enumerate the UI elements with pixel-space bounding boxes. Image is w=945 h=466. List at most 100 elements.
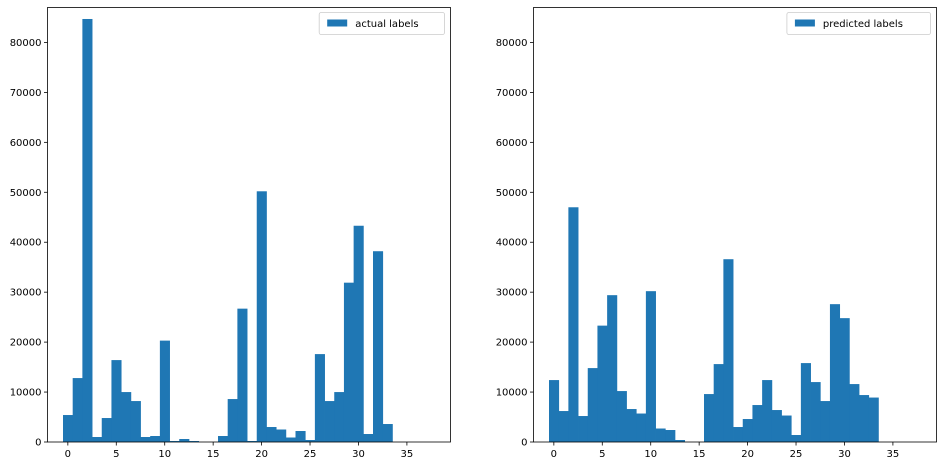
predicted-labels-histogram: 0 5 10 15 20 25 30 35 0 10000 20000 30000 40000 50000…	[496, 7, 937, 460]
actual-x-tick-label: 30	[352, 449, 365, 460]
predicted-bar-0	[549, 380, 560, 442]
predicted-bar-17	[713, 364, 724, 442]
predicted-bar-30	[839, 318, 850, 442]
predicted-x-tick-label: 5	[599, 449, 605, 460]
predicted-bar-18	[723, 259, 734, 442]
predicted-x-tick-label: 20	[741, 449, 754, 460]
actual-y-tick-label: 0	[35, 438, 41, 449]
predicted-bar-22	[762, 380, 773, 442]
actual-bar-23	[285, 437, 296, 442]
actual-bar-16	[218, 436, 229, 442]
predicted-bar-24	[781, 415, 792, 442]
actual-y-tick-label: 70000	[10, 88, 42, 99]
actual-x-tick-label: 0	[65, 449, 71, 460]
actual-y-tick-label: 60000	[10, 138, 42, 149]
actual-bar-19	[247, 441, 258, 442]
actual-y-tick-label: 10000	[10, 388, 42, 399]
actual-y-tick-label: 30000	[10, 288, 42, 299]
predicted-bar-27	[810, 382, 821, 442]
predicted-y-tick-label: 20000	[496, 338, 528, 349]
predicted-bar-31	[849, 384, 860, 442]
actual-bar-28	[334, 392, 345, 442]
predicted-bar-9	[636, 413, 647, 442]
actual-bar-25	[305, 440, 316, 442]
predicted-bar-5	[597, 325, 608, 442]
predicted-bar-11	[655, 428, 666, 442]
predicted-legend-swatch	[794, 19, 815, 27]
actual-bar-5	[111, 360, 122, 442]
actual-x-tick-label: 10	[158, 449, 171, 460]
actual-bar-1	[72, 378, 83, 442]
actual-legend: actual labels	[318, 12, 445, 35]
actual-bar-18	[237, 308, 248, 442]
actual-x-tick-label: 5	[113, 449, 119, 460]
actual-bar-17	[227, 399, 238, 442]
actual-bar-24	[295, 431, 306, 442]
predicted-bar-1	[558, 411, 569, 442]
predicted-bar-20	[742, 419, 753, 442]
predicted-bar-19	[733, 427, 744, 442]
actual-bar-7	[130, 401, 141, 442]
actual-bar-31	[363, 434, 374, 442]
predicted-y-tick-label: 50000	[496, 188, 528, 199]
predicted-bar-23	[771, 410, 782, 442]
predicted-legend: predicted labels	[786, 12, 931, 35]
predicted-legend-label: predicted labels	[823, 19, 903, 30]
actual-bar-13	[188, 441, 200, 442]
actual-y-tick-label: 80000	[10, 38, 42, 49]
actual-x-tick-label: 20	[255, 449, 268, 460]
actual-axes-frame	[47, 7, 451, 443]
predicted-bar-33	[868, 397, 879, 442]
predicted-bar-10	[645, 291, 656, 442]
actual-bar-27	[324, 401, 335, 442]
actual-bar-30	[353, 225, 364, 442]
actual-y-tick-label: 50000	[10, 188, 42, 199]
actual-bar-33	[382, 424, 393, 442]
predicted-bar-26	[800, 363, 811, 442]
predicted-y-tick-label: 80000	[496, 38, 528, 49]
actual-bar-2	[82, 18, 93, 443]
predicted-x-tick-label: 10	[644, 449, 657, 460]
predicted-bar-32	[859, 395, 870, 442]
actual-legend-label: actual labels	[355, 19, 418, 30]
predicted-bar-21	[752, 405, 763, 442]
actual-bar-10	[159, 340, 170, 442]
predicted-y-tick-label: 10000	[496, 388, 528, 399]
actual-y-tick-label: 40000	[10, 238, 42, 249]
predicted-bar-3	[578, 416, 589, 442]
actual-bar-4	[101, 418, 112, 442]
predicted-x-tick-label: 25	[790, 449, 803, 460]
actual-legend-box	[318, 12, 445, 35]
actual-bar-8	[140, 437, 151, 442]
actual-x-tick-label: 15	[207, 449, 220, 460]
actual-bar-22	[276, 429, 287, 442]
predicted-bar-7	[616, 391, 627, 442]
actual-bar-32	[373, 251, 384, 442]
predicted-x-tick-label: 15	[693, 449, 706, 460]
predicted-axes-frame	[533, 7, 937, 443]
predicted-x-tick-label: 0	[551, 449, 557, 460]
actual-bar-3	[92, 437, 103, 442]
actual-bar-12	[179, 439, 190, 442]
predicted-bar-25	[791, 435, 802, 442]
predicted-bar-2	[568, 207, 579, 442]
predicted-x-tick-label: 30	[838, 449, 851, 460]
predicted-bar-8	[626, 409, 637, 442]
predicted-bar-16	[704, 394, 715, 442]
predicted-y-tick-label: 60000	[496, 138, 528, 149]
predicted-bar-4	[587, 368, 598, 442]
actual-bar-9	[150, 436, 161, 442]
actual-bar-26	[314, 354, 325, 442]
actual-y-tick-label: 20000	[10, 338, 42, 349]
predicted-bar-13	[674, 440, 686, 442]
predicted-x-tick-label: 35	[887, 449, 900, 460]
predicted-legend-box	[786, 12, 931, 35]
actual-bar-20	[256, 191, 267, 442]
predicted-bar-28	[820, 401, 831, 442]
actual-bar-11	[169, 441, 180, 442]
actual-bar-6	[121, 392, 132, 442]
actual-x-tick-label: 25	[304, 449, 317, 460]
actual-x-tick-label: 35	[401, 449, 414, 460]
actual-legend-swatch	[327, 19, 348, 27]
